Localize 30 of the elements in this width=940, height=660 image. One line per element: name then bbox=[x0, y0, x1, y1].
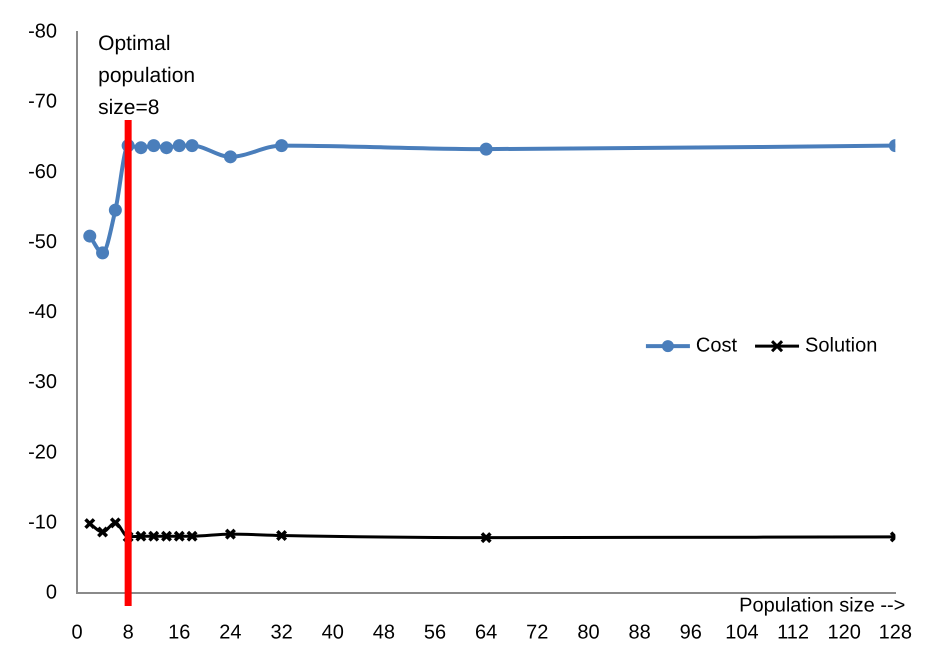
ref-line-label: Optimal population size=8 bbox=[98, 32, 196, 119]
x-tick-label: 64 bbox=[475, 622, 498, 644]
y-tick-label: -40 bbox=[28, 301, 57, 324]
x-tick-label: 104 bbox=[725, 622, 759, 644]
x-tick-label: 96 bbox=[680, 622, 702, 644]
y-tick-label: -20 bbox=[28, 441, 57, 464]
y-tick-label: 0 bbox=[46, 582, 57, 604]
y-tick-label: -80 bbox=[28, 20, 57, 43]
x-tick-label: 48 bbox=[372, 622, 395, 644]
x-tick-label: 56 bbox=[424, 622, 446, 644]
x-tick-label: 8 bbox=[122, 622, 134, 644]
y-tick-label: -60 bbox=[28, 160, 57, 183]
legend-label: Solution bbox=[805, 334, 878, 357]
legend-label: Cost bbox=[696, 334, 738, 357]
y-tick-label: -30 bbox=[28, 371, 57, 394]
y-tick-label: -50 bbox=[28, 230, 57, 253]
x-tick-label: 112 bbox=[777, 622, 809, 644]
x-tick-label: 80 bbox=[577, 622, 600, 644]
x-tick-label: 24 bbox=[219, 622, 242, 644]
x-tick-label: 16 bbox=[168, 622, 190, 644]
x-tick-label: 128 bbox=[878, 622, 912, 644]
x-tick-label: 0 bbox=[71, 622, 83, 644]
x-tick-label: 32 bbox=[270, 622, 293, 644]
x-tick-label: 120 bbox=[827, 622, 861, 644]
x-axis-title: Population size --> bbox=[739, 594, 906, 617]
x-tick-label: 72 bbox=[526, 622, 548, 644]
x-tick-label: 88 bbox=[628, 622, 651, 644]
x-tick-label: 40 bbox=[322, 622, 344, 644]
y-tick-label: -10 bbox=[28, 511, 57, 534]
y-tick-label: -70 bbox=[28, 90, 57, 113]
